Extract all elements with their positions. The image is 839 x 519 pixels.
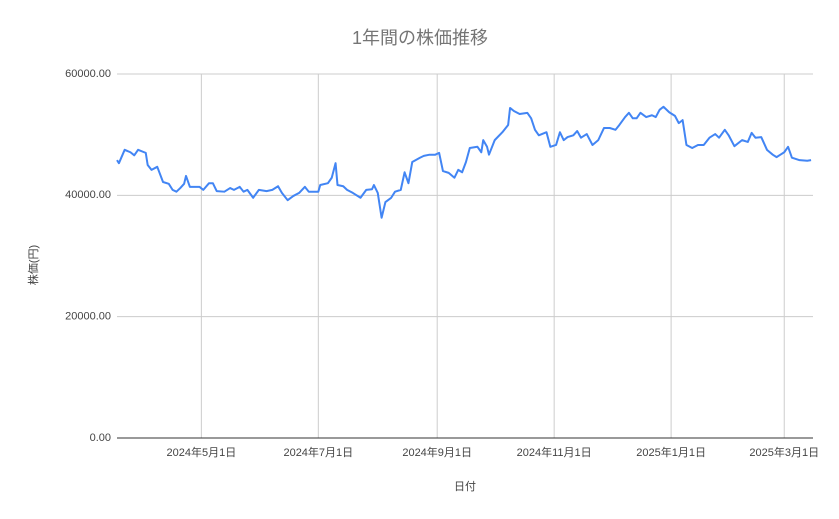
price-line (116, 105, 812, 219)
y-tick-label: 60000.00 (65, 68, 111, 80)
x-tick-label: 2025年1月1日 (636, 445, 706, 459)
x-tick-label: 2024年11月1日 (517, 445, 592, 459)
y-tick-label: 20000.00 (65, 311, 111, 323)
grid: 0.00 20000.00 40000.00 60000.00 2024年5月1日 202… (65, 68, 819, 459)
y-tick-label: 0.00 (90, 432, 111, 444)
x-tick-label: 2024年7月1日 (283, 445, 353, 459)
plot (116, 105, 812, 219)
y-axis-title: 株価(円) (26, 245, 40, 285)
x-tick-label: 2024年5月1日 (167, 445, 237, 459)
x-tick-label: 2024年9月1日 (402, 445, 472, 459)
x-axis-title: 日付 (454, 480, 476, 493)
x-tick-label: 2025年3月1日 (749, 445, 819, 459)
y-tick-label: 40000.00 (65, 189, 111, 201)
chart-title: 1年間の株価推移 (352, 28, 488, 48)
